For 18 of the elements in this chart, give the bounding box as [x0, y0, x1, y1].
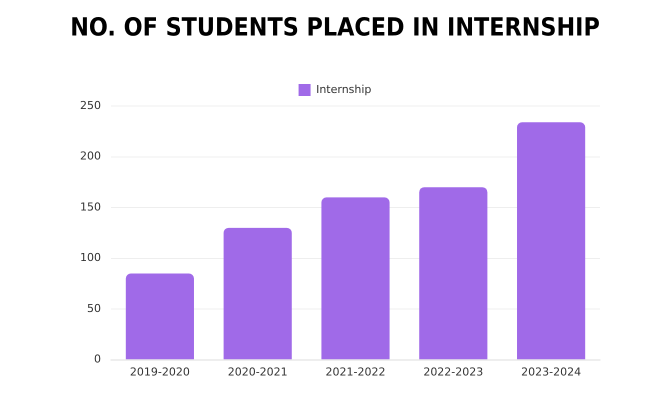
bar: [224, 228, 292, 360]
bar: [321, 197, 390, 360]
chart-title: NO. OF STUDENTS PLACED IN INTERNSHIP: [70, 12, 600, 42]
y-tick-label: 50: [86, 302, 101, 315]
x-tick-label: 2021-2022: [326, 365, 386, 378]
y-tick-label: 150: [80, 200, 101, 214]
y-tick-label: 0: [94, 352, 101, 366]
y-tick-label: 250: [80, 98, 101, 112]
x-tick-label: 2020-2021: [228, 365, 288, 378]
y-tick-label: 200: [80, 150, 101, 163]
x-tick-label: 2019-2020: [130, 365, 190, 378]
bar: [517, 122, 586, 360]
x-tick-label: 2022-2023: [423, 365, 484, 378]
x-tick-label: 2023-2024: [521, 365, 582, 378]
legend-label: Internship: [316, 82, 372, 96]
y-tick-label: 100: [80, 251, 101, 264]
bar: [126, 274, 194, 360]
bar: [419, 187, 488, 360]
